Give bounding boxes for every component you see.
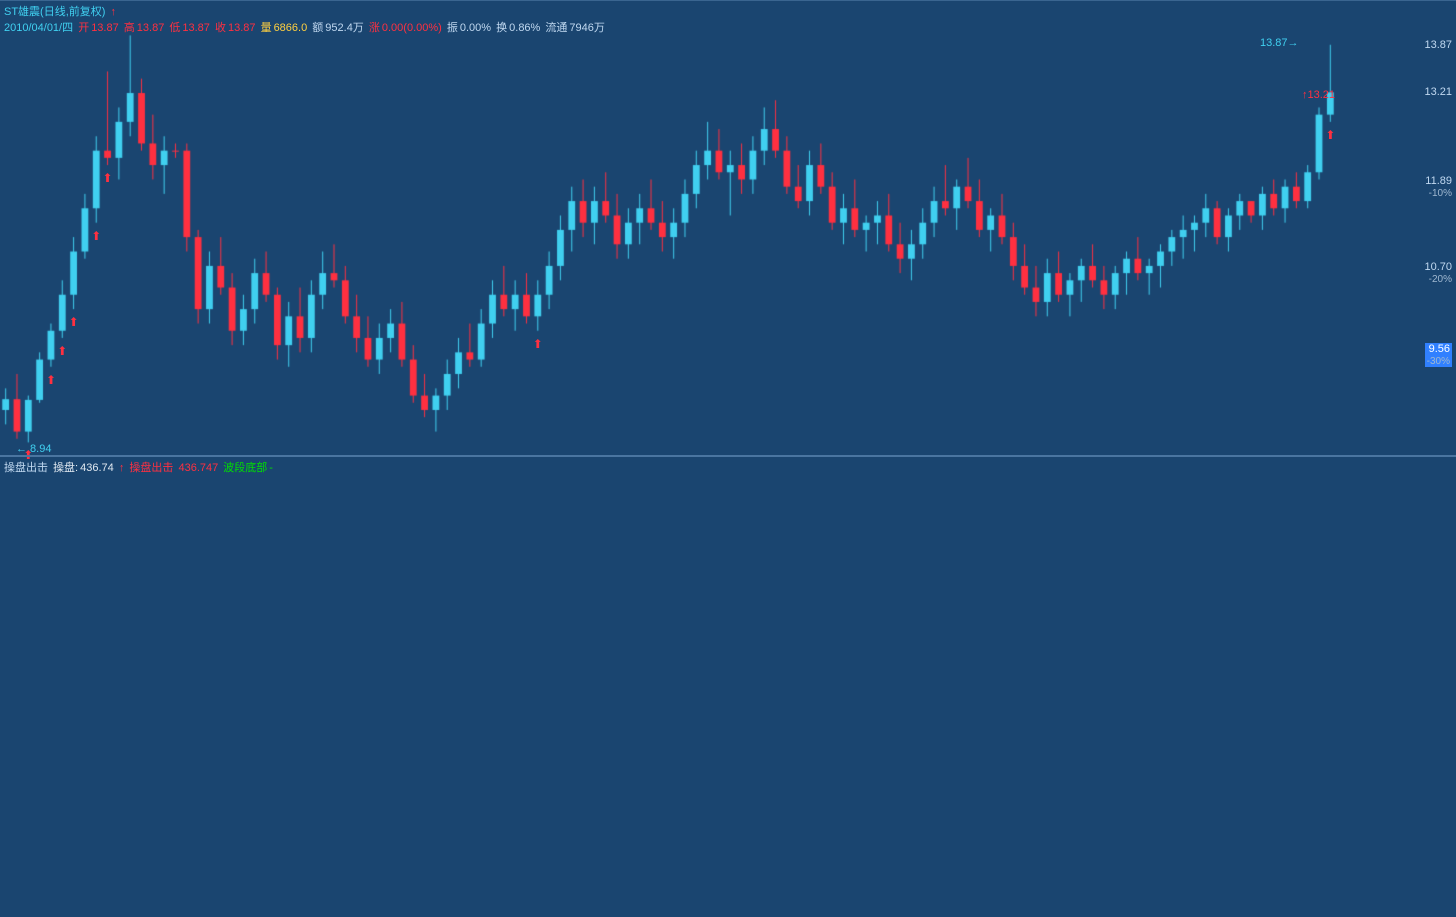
chart-annotation: ⬆ (91, 229, 101, 243)
indicator-panel[interactable]: 操盘出击 操盘:436.74 ↑ 操盘出击 436.747 波段底部- (0, 455, 1456, 915)
chart-annotation: ← 8.94 (16, 443, 51, 455)
indicator-y-axis (1336, 457, 1456, 915)
chart-annotation: ⬆ (533, 337, 543, 351)
chart-annotation: ⬆ (69, 315, 79, 329)
y-tick: 13.21 (1424, 86, 1452, 98)
candlestick-y-axis: 13.87 13.21 11.89-10% 10.70-20% 9.56-30% (1336, 1, 1456, 455)
chart-annotation: 13.87→ (1260, 37, 1299, 49)
chart-annotation: ⬆ (46, 373, 56, 387)
indicator-chart[interactable] (0, 457, 1336, 917)
chart-annotation: ⬆ (57, 344, 67, 358)
chart-annotation: ⬆ (1325, 128, 1335, 142)
y-tick: 9.56-30% (1425, 343, 1452, 367)
y-tick: 13.87 (1424, 39, 1452, 51)
candlestick-chart[interactable] (0, 1, 1336, 456)
chart-annotation: ⬆ (103, 171, 113, 185)
chart-annotation: ↑13.21 (1302, 89, 1335, 101)
candlestick-panel[interactable]: ST雄震(日线,前复权) ↑ 2010/04/01/四 开13.87 高13.8… (0, 0, 1456, 455)
y-tick: 11.89-10% (1425, 175, 1452, 199)
y-tick: 10.70-20% (1424, 261, 1452, 285)
